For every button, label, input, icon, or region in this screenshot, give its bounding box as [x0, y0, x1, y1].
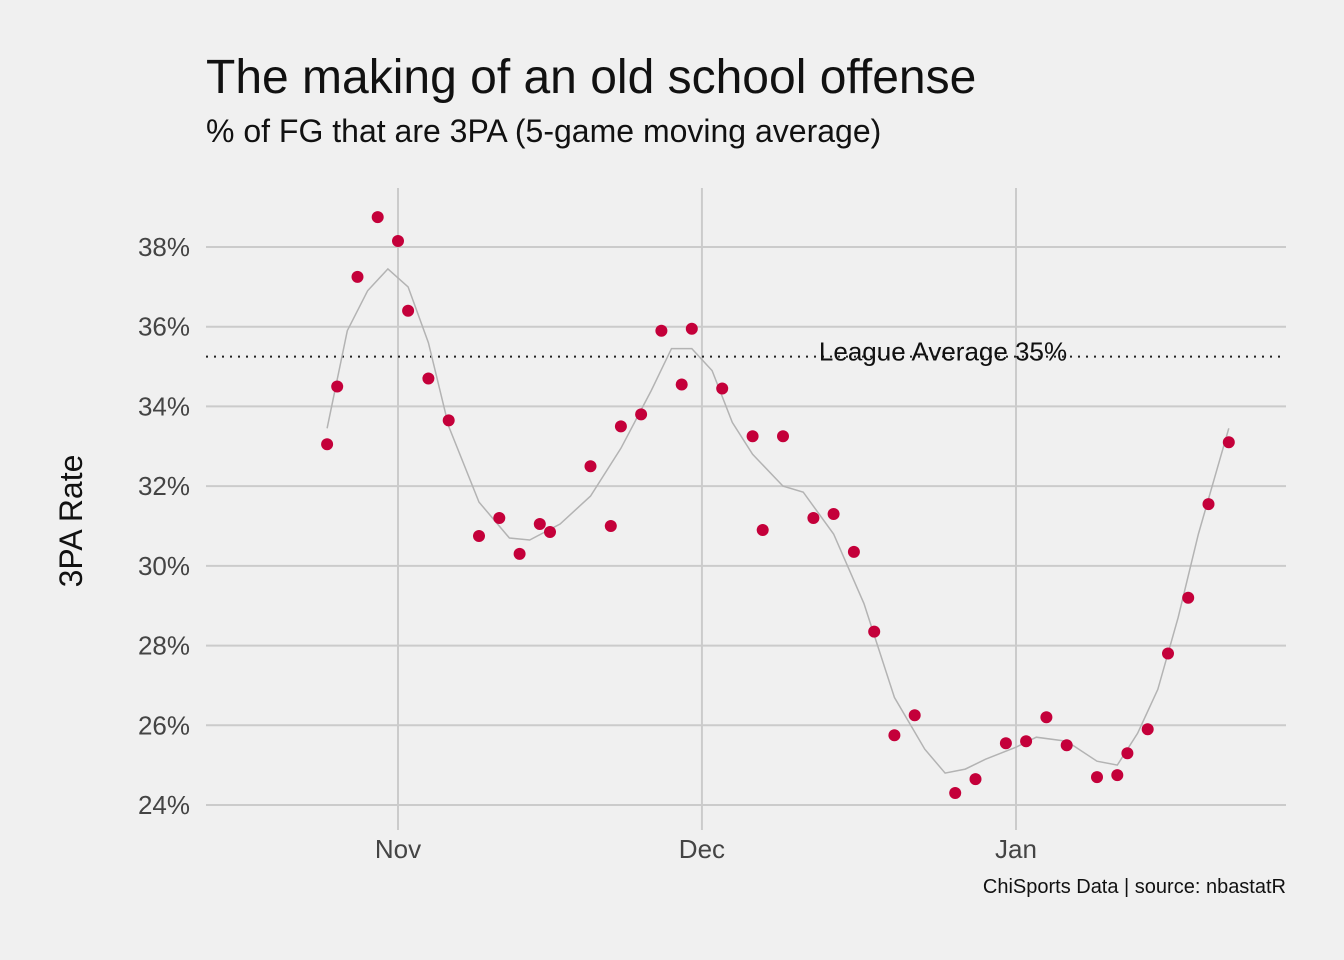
data-point	[1222, 436, 1235, 449]
y-tick-label: 26%	[138, 710, 190, 740]
data-point	[392, 235, 404, 247]
data-point	[1060, 739, 1073, 752]
data-point	[685, 322, 698, 335]
data-point	[533, 518, 546, 530]
y-tick-label: 24%	[138, 790, 190, 820]
y-tick-label: 32%	[138, 471, 190, 501]
chart-title: The making of an old school offense	[206, 51, 977, 104]
trend-line	[326, 267, 1230, 774]
x-tick-label: Dec	[679, 834, 725, 864]
data-point	[756, 524, 769, 536]
data-point	[473, 530, 485, 542]
data-point	[493, 512, 506, 524]
data-point	[614, 420, 627, 433]
data-point	[635, 408, 648, 421]
data-point	[402, 304, 415, 317]
data-point	[777, 430, 789, 443]
data-point	[675, 378, 688, 391]
data-point	[827, 508, 840, 520]
y-axis-label: 3PA Rate	[53, 455, 89, 588]
data-point	[908, 709, 921, 722]
data-point	[868, 625, 881, 638]
data-point	[513, 547, 526, 560]
data-point	[1020, 735, 1033, 748]
data-point	[1202, 498, 1215, 511]
data-point	[999, 737, 1012, 750]
data-point	[351, 270, 364, 283]
y-tick-label: 30%	[138, 551, 190, 581]
chart-caption: ChiSports Data | source: nbastatR	[982, 876, 1286, 898]
chart-subtitle: % of FG that are 3PA (5-game moving aver…	[206, 113, 882, 149]
data-point	[888, 729, 901, 742]
y-tick-label: 28%	[138, 631, 190, 661]
data-point	[1141, 723, 1154, 736]
data-point	[655, 324, 668, 337]
data-point	[1111, 769, 1124, 782]
data-point	[584, 460, 597, 473]
y-tick-label: 36%	[138, 312, 190, 342]
data-point	[746, 430, 759, 443]
data-point	[422, 372, 435, 385]
data-point	[442, 414, 455, 427]
data-point	[847, 545, 860, 558]
data-point	[807, 512, 820, 524]
y-tick-label: 38%	[138, 232, 190, 262]
y-tick-label: 34%	[138, 391, 190, 421]
data-point	[1182, 591, 1195, 604]
data-point	[1091, 771, 1103, 784]
x-tick-label: Jan	[995, 834, 1037, 864]
data-point	[331, 380, 344, 393]
data-point	[604, 520, 617, 532]
data-point	[1040, 711, 1053, 724]
data-point	[949, 787, 962, 799]
league-average-label: League Average 35%	[819, 337, 1067, 367]
data-point	[716, 382, 729, 395]
data-point	[371, 211, 384, 224]
data-point	[1162, 647, 1174, 660]
x-tick-label: Nov	[375, 834, 421, 864]
data-point	[321, 438, 334, 451]
data-point	[969, 773, 982, 786]
data-point	[544, 526, 556, 538]
data-point	[1121, 747, 1134, 760]
